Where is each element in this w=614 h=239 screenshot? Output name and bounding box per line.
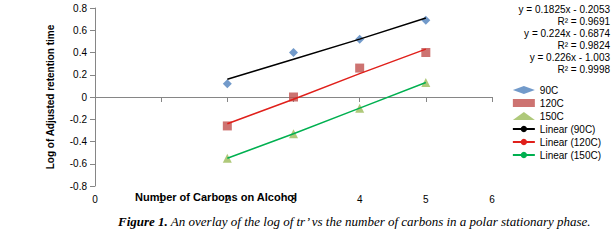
svg-text:5: 5 — [423, 194, 429, 205]
svg-text:0.6: 0.6 — [73, 25, 87, 36]
svg-text:6: 6 — [489, 194, 495, 205]
svg-text:-0.8: -0.8 — [70, 181, 88, 192]
svg-text:-0.6: -0.6 — [70, 158, 88, 169]
svg-text:-0.4: -0.4 — [70, 136, 88, 147]
svg-text:0: 0 — [81, 92, 87, 103]
svg-text:2: 2 — [225, 194, 231, 205]
svg-text:4: 4 — [357, 194, 363, 205]
html-text:Figure 1. An overlay of the lo: Figure 1. An overlay of the log of tr’ v… — [118, 214, 591, 229]
svg-text:120C: 120C — [540, 98, 564, 109]
svg-text:3: 3 — [291, 194, 297, 205]
svg-text:y = 0.224x - 0.6874: y = 0.224x - 0.6874 — [524, 28, 610, 39]
svg-text:R² = 0.9691: R² = 0.9691 — [557, 16, 610, 27]
svg-text:0: 0 — [92, 194, 98, 205]
svg-text:Number of Carbons on Alcohol: Number of Carbons on Alcohol — [135, 190, 298, 203]
svg-text:150C: 150C — [540, 111, 564, 122]
svg-text:R² = 0.9824: R² = 0.9824 — [557, 40, 610, 51]
svg-text:y = 0.226x - 1.003: y = 0.226x - 1.003 — [530, 52, 611, 63]
svg-text:Linear (90C): Linear (90C) — [540, 124, 596, 135]
svg-text:Linear (120C): Linear (120C) — [540, 137, 601, 148]
svg-text:0.4: 0.4 — [73, 47, 87, 58]
svg-text:Linear (150C): Linear (150C) — [540, 150, 601, 161]
svg-text:1: 1 — [158, 194, 164, 205]
svg-text:0.2: 0.2 — [73, 69, 87, 80]
svg-text:-0.2: -0.2 — [70, 114, 88, 125]
svg-text:90C: 90C — [540, 85, 558, 96]
svg-text:R² = 0.9998: R² = 0.9998 — [557, 64, 610, 75]
svg-text:0.8: 0.8 — [73, 3, 87, 14]
svg-text:y = 0.1825x - 0.2053: y = 0.1825x - 0.2053 — [519, 4, 611, 15]
svg-text:Log of Adjusted retention time: Log of Adjusted retention time — [45, 24, 56, 169]
